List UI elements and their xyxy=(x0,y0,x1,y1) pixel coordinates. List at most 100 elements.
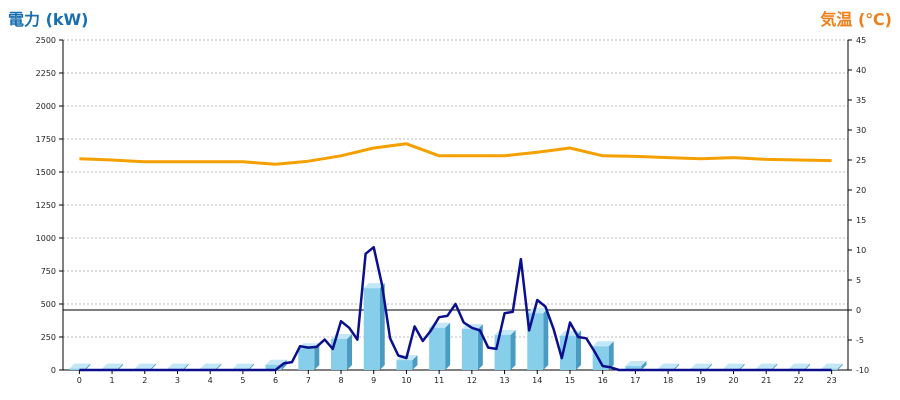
x-tick-label: 8 xyxy=(338,376,343,385)
bar-side xyxy=(347,333,353,370)
right-tick-label: 40 xyxy=(856,66,866,75)
bar-side xyxy=(118,363,124,370)
bar-side xyxy=(150,363,156,370)
bar-top xyxy=(527,308,549,314)
bar-top xyxy=(690,363,712,369)
right-tick-label: 5 xyxy=(856,276,861,285)
bar xyxy=(396,360,413,370)
power-line xyxy=(79,245,832,372)
bar-top xyxy=(69,363,91,369)
left-tick-label: 2500 xyxy=(36,36,56,45)
bar-side xyxy=(804,363,810,370)
x-tick-label: 6 xyxy=(273,376,278,385)
bar-side xyxy=(85,363,91,370)
bar-side xyxy=(510,330,516,370)
x-tick-label: 11 xyxy=(434,376,444,385)
bar xyxy=(331,338,348,370)
x-tick-label: 10 xyxy=(401,376,411,385)
bar xyxy=(461,329,478,370)
x-tick-label: 14 xyxy=(532,376,542,385)
bar-top xyxy=(102,363,124,369)
x-tick-label: 9 xyxy=(371,376,376,385)
bar-top xyxy=(592,341,614,347)
x-tick-label: 7 xyxy=(306,376,311,385)
bar xyxy=(298,348,315,370)
x-tick-label: 2 xyxy=(142,376,147,385)
bar-top xyxy=(821,363,843,369)
bar xyxy=(592,346,609,370)
bar-top xyxy=(658,363,680,369)
bar-top xyxy=(265,359,287,365)
bar xyxy=(429,327,446,370)
left-tick-label: 1750 xyxy=(36,135,56,144)
left-tick-label: 2250 xyxy=(36,69,56,78)
right-tick-label: 10 xyxy=(856,246,866,255)
bar-side xyxy=(412,355,418,370)
bar xyxy=(625,366,642,370)
bar-top xyxy=(363,283,385,289)
right-tick-label: 25 xyxy=(856,156,866,165)
bar xyxy=(494,335,511,370)
right-tick-label: 15 xyxy=(856,216,866,225)
x-tick-label: 1 xyxy=(110,376,115,385)
x-tick-label: 21 xyxy=(761,376,771,385)
right-tick-label: 20 xyxy=(856,186,866,195)
x-tick-label: 4 xyxy=(208,376,213,385)
right-tick-label: -5 xyxy=(856,336,864,345)
right-tick-label: -10 xyxy=(856,366,869,375)
bar-top xyxy=(756,363,778,369)
right-tick-label: 30 xyxy=(856,126,866,135)
bar-side xyxy=(837,363,843,370)
bar-top xyxy=(788,363,810,369)
bar-top xyxy=(167,363,189,369)
bar-side xyxy=(739,363,745,370)
left-tick-label: 0 xyxy=(51,366,56,375)
bar-side xyxy=(183,363,189,370)
x-tick-label: 20 xyxy=(728,376,738,385)
x-tick-label: 17 xyxy=(630,376,640,385)
x-tick-label: 5 xyxy=(240,376,245,385)
left-tick-label: 500 xyxy=(41,300,56,309)
bar-side xyxy=(379,283,385,370)
bar-top xyxy=(625,361,647,367)
left-tick-label: 250 xyxy=(41,333,56,342)
left-tick-label: 2000 xyxy=(36,102,56,111)
bar-side xyxy=(575,330,581,370)
bar-side xyxy=(445,322,451,370)
x-tick-label: 0 xyxy=(77,376,82,385)
x-tick-label: 22 xyxy=(794,376,804,385)
bar-side xyxy=(608,341,614,370)
bar-top xyxy=(134,363,156,369)
temperature-line xyxy=(79,142,832,166)
bar-side xyxy=(314,343,320,370)
bar-side xyxy=(706,363,712,370)
bar-side xyxy=(543,308,549,370)
x-tick-label: 15 xyxy=(565,376,575,385)
left-tick-label: 1250 xyxy=(36,201,56,210)
right-axis-title: 気温 (℃) xyxy=(820,10,892,29)
x-tick-label: 12 xyxy=(467,376,477,385)
left-axis-title: 電力 (kW) xyxy=(8,10,89,29)
bar-side xyxy=(772,363,778,370)
right-tick-label: 45 xyxy=(856,36,866,45)
right-tick-label: 0 xyxy=(856,306,861,315)
bar xyxy=(527,313,544,370)
bar-side xyxy=(674,363,680,370)
bar-side xyxy=(216,363,222,370)
right-tick-label: 35 xyxy=(856,96,866,105)
x-tick-label: 19 xyxy=(696,376,706,385)
bar xyxy=(265,364,282,370)
x-tick-label: 18 xyxy=(663,376,673,385)
bar-top xyxy=(723,363,745,369)
bar-top xyxy=(200,363,222,369)
bar-top xyxy=(232,363,254,369)
left-tick-label: 1500 xyxy=(36,168,56,177)
left-tick-label: 750 xyxy=(41,267,56,276)
x-tick-label: 16 xyxy=(598,376,608,385)
x-tick-label: 23 xyxy=(827,376,837,385)
bar xyxy=(363,288,380,370)
left-tick-label: 1000 xyxy=(36,234,56,243)
x-tick-label: 13 xyxy=(499,376,509,385)
